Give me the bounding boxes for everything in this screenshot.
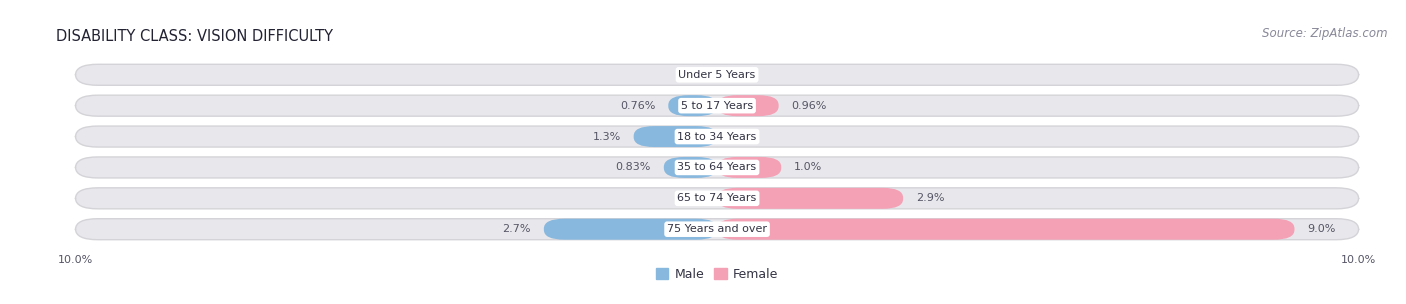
Text: 0.0%: 0.0%: [730, 132, 758, 142]
FancyBboxPatch shape: [664, 157, 717, 178]
Text: Under 5 Years: Under 5 Years: [679, 70, 755, 80]
Text: 0.96%: 0.96%: [792, 101, 827, 111]
Text: 1.0%: 1.0%: [794, 162, 823, 172]
Text: DISABILITY CLASS: VISION DIFFICULTY: DISABILITY CLASS: VISION DIFFICULTY: [56, 29, 333, 44]
FancyBboxPatch shape: [76, 157, 1358, 178]
FancyBboxPatch shape: [544, 219, 717, 240]
Text: 2.7%: 2.7%: [502, 224, 531, 234]
FancyBboxPatch shape: [76, 219, 1358, 240]
Text: Source: ZipAtlas.com: Source: ZipAtlas.com: [1263, 27, 1388, 40]
Text: 2.9%: 2.9%: [915, 193, 945, 203]
FancyBboxPatch shape: [717, 95, 779, 116]
Text: 35 to 64 Years: 35 to 64 Years: [678, 162, 756, 172]
FancyBboxPatch shape: [717, 188, 903, 209]
Text: 0.83%: 0.83%: [616, 162, 651, 172]
Text: 5 to 17 Years: 5 to 17 Years: [681, 101, 754, 111]
FancyBboxPatch shape: [76, 95, 1358, 116]
FancyBboxPatch shape: [76, 126, 1358, 147]
Text: 0.76%: 0.76%: [620, 101, 655, 111]
Text: 75 Years and over: 75 Years and over: [666, 224, 768, 234]
Text: 9.0%: 9.0%: [1308, 224, 1336, 234]
FancyBboxPatch shape: [76, 188, 1358, 209]
FancyBboxPatch shape: [717, 157, 782, 178]
FancyBboxPatch shape: [668, 95, 717, 116]
Text: 65 to 74 Years: 65 to 74 Years: [678, 193, 756, 203]
Legend: Male, Female: Male, Female: [651, 263, 783, 286]
Text: 1.3%: 1.3%: [592, 132, 621, 142]
Text: 0.0%: 0.0%: [730, 70, 758, 80]
FancyBboxPatch shape: [76, 64, 1358, 85]
Text: 0.0%: 0.0%: [676, 193, 704, 203]
Text: 18 to 34 Years: 18 to 34 Years: [678, 132, 756, 142]
FancyBboxPatch shape: [634, 126, 717, 147]
Text: 0.0%: 0.0%: [676, 70, 704, 80]
FancyBboxPatch shape: [717, 219, 1295, 240]
